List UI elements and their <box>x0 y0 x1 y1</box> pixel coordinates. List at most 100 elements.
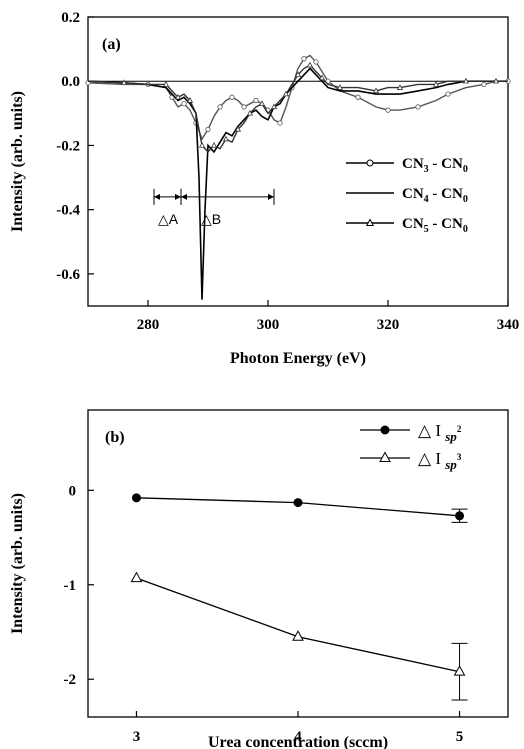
legend-label-sup: 3 <box>457 452 462 462</box>
series-marker-circle <box>229 94 235 100</box>
legend-marker-triangle <box>365 218 375 226</box>
legend-label-sub: 0 <box>463 194 468 205</box>
panel-a-series <box>85 54 511 300</box>
panel-b-label: (b) <box>105 429 125 446</box>
data-point-circle <box>131 493 141 503</box>
series-marker-triangle <box>222 135 230 142</box>
panel-a-x-axis-label: Photon Energy (eV) <box>230 350 366 367</box>
legend-label: △ I sp3 <box>418 449 462 472</box>
series-marker-triangle <box>432 80 440 87</box>
series-marker-circle <box>181 101 187 107</box>
legend-label-sub: sp <box>444 429 457 444</box>
panel-a-annotations: △A △B <box>153 188 275 227</box>
series-marker-circle <box>241 104 247 110</box>
x-tick-label: 340 <box>497 317 520 333</box>
panel-b-ticks: 3 4 5 0 -1 -2 <box>64 483 464 745</box>
series-marker-triangle <box>396 84 404 90</box>
data-point-triangle <box>292 630 304 641</box>
series-marker-circle <box>445 91 451 97</box>
series-marker-triangle <box>234 125 242 132</box>
legend-label-main: CN <box>402 186 424 202</box>
series-marker-triangle <box>186 97 194 103</box>
series-marker-circle <box>385 107 391 113</box>
panel-a-label: (a) <box>102 36 121 53</box>
legend-label: △ I sp2 <box>418 421 462 444</box>
legend-label-sub: 0 <box>463 164 468 175</box>
legend-marker-circle <box>380 425 390 435</box>
series-marker-triangle <box>318 74 326 81</box>
series-marker-triangle <box>174 93 182 100</box>
series-line <box>136 577 460 673</box>
series-marker-triangle <box>282 90 290 97</box>
legend-label-sub: sp <box>444 457 457 472</box>
panel-b-x-axis-label: Urea concentration (sccm) <box>208 734 388 749</box>
series-line <box>87 54 508 141</box>
series-marker-circle <box>277 120 283 126</box>
legend-label-rest: - CN <box>429 216 463 232</box>
legend-label-main: CN <box>402 216 424 232</box>
legend-label-rest: - CN <box>429 156 463 172</box>
legend-label-main: △ I <box>418 449 445 468</box>
series-marker-triangle <box>336 84 344 90</box>
series-marker-circle <box>217 104 223 110</box>
legend-label-sub: 4 <box>424 194 429 205</box>
series-marker-triangle <box>372 87 380 94</box>
series-marker-triangle <box>258 100 266 106</box>
annotation-arrowhead <box>154 193 160 200</box>
series-marker-triangle <box>462 77 470 84</box>
series-marker-circle <box>301 56 307 62</box>
series-marker-circle <box>313 59 319 65</box>
data-point-circle <box>293 498 303 508</box>
series-marker-triangle <box>306 61 314 68</box>
data-point-triangle <box>130 571 143 583</box>
annotation-arrowhead <box>268 193 274 200</box>
x-tick-label: 5 <box>456 729 464 745</box>
legend-marker-circle <box>366 159 374 167</box>
annotation-label: △A <box>158 211 179 227</box>
legend-label-sub: 3 <box>424 164 429 175</box>
x-tick-label: 3 <box>133 729 141 745</box>
y-tick-label: 0 <box>69 483 77 499</box>
legend-label: CN5 - CN0 <box>402 216 468 235</box>
legend-label-sub: 0 <box>463 224 468 235</box>
series-marker-triangle <box>246 109 254 116</box>
series-marker-circle <box>355 94 361 100</box>
series-marker-triangle <box>162 80 170 87</box>
series-marker-triangle <box>210 142 218 148</box>
legend-label-sub: 5 <box>424 224 429 235</box>
y-tick-label: -0.2 <box>56 138 80 154</box>
x-tick-label: 4 <box>294 729 302 745</box>
legend-label-rest: - CN <box>429 186 463 202</box>
x-tick-label: 300 <box>257 317 280 333</box>
legend-label: CN3 - CN0 <box>402 156 468 175</box>
x-tick-label: 320 <box>377 317 400 333</box>
panel-b-series <box>130 493 468 701</box>
x-tick-label: 280 <box>137 317 160 333</box>
series-marker-circle <box>415 104 421 110</box>
panel-a-y-axis-label: Intensity (arb. units) <box>9 91 26 232</box>
y-tick-label: -2 <box>64 672 77 688</box>
series-marker-circle <box>205 126 211 132</box>
y-tick-label: -1 <box>64 578 77 594</box>
y-tick-label: 0.2 <box>61 10 80 26</box>
data-point-circle <box>455 511 465 521</box>
y-tick-label: -0.4 <box>56 203 80 219</box>
series-line <box>87 67 508 300</box>
series-line <box>87 64 508 153</box>
annotation-arrowhead <box>175 193 181 200</box>
data-point-triangle <box>453 665 466 676</box>
panel-a-frame <box>87 16 509 307</box>
legend-label-main: △ I <box>418 421 445 440</box>
y-tick-label: 0.0 <box>61 74 80 90</box>
legend-label: CN4 - CN0 <box>402 186 468 205</box>
panel-b-y-axis-label: Intensity (arb. units) <box>9 493 26 634</box>
legend-label-sup: 2 <box>457 424 462 434</box>
legend-label-main: CN <box>402 156 424 172</box>
series-marker-triangle <box>294 71 302 77</box>
panel-b-legend: △ I sp2△ I sp3 <box>360 421 462 472</box>
series-marker-circle <box>481 81 487 88</box>
